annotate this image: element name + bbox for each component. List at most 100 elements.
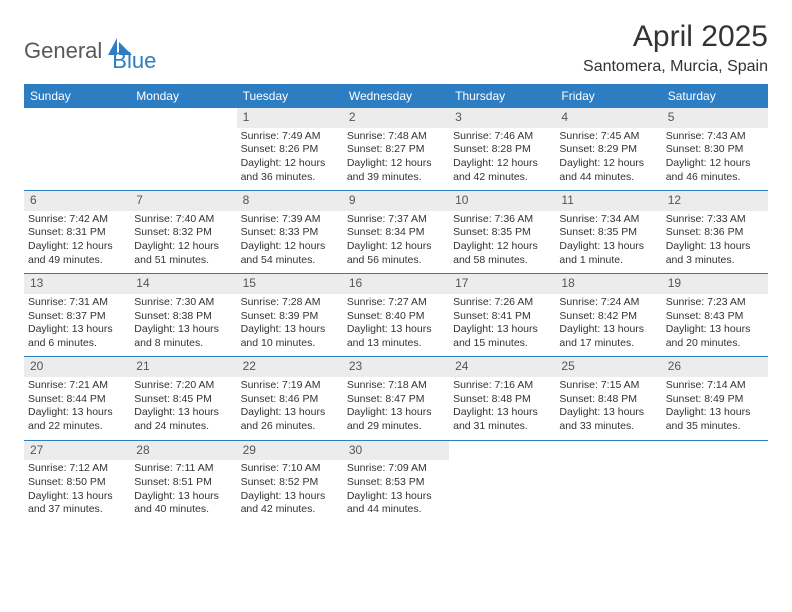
sunset-line: Sunset: 8:52 PM: [241, 476, 339, 490]
day-number-cell: [130, 108, 236, 128]
daylight-line: Daylight: 12 hours and 51 minutes.: [134, 240, 232, 267]
sunrise-line: Sunrise: 7:48 AM: [347, 130, 445, 144]
logo-text-general: General: [24, 38, 102, 64]
day-number-cell: 23: [343, 357, 449, 377]
day-number-cell: 11: [555, 191, 661, 211]
day-number-cell: 22: [237, 357, 343, 377]
day-detail-cell: Sunrise: 7:10 AMSunset: 8:52 PMDaylight:…: [237, 460, 343, 523]
day-detail-cell: Sunrise: 7:30 AMSunset: 8:38 PMDaylight:…: [130, 294, 236, 357]
daylight-line: Daylight: 13 hours and 13 minutes.: [347, 323, 445, 350]
day-number-cell: 26: [662, 357, 768, 377]
daylight-line: Daylight: 12 hours and 39 minutes.: [347, 157, 445, 184]
daynum-row: 6789101112: [24, 191, 768, 211]
day-detail-cell: Sunrise: 7:28 AMSunset: 8:39 PMDaylight:…: [237, 294, 343, 357]
sunset-line: Sunset: 8:35 PM: [559, 226, 657, 240]
detail-row: Sunrise: 7:49 AMSunset: 8:26 PMDaylight:…: [24, 128, 768, 191]
weekday-header: Saturday: [662, 84, 768, 108]
sunrise-line: Sunrise: 7:21 AM: [28, 379, 126, 393]
sunrise-line: Sunrise: 7:14 AM: [666, 379, 764, 393]
sunrise-line: Sunrise: 7:24 AM: [559, 296, 657, 310]
sunset-line: Sunset: 8:39 PM: [241, 310, 339, 324]
sunrise-line: Sunrise: 7:23 AM: [666, 296, 764, 310]
sunrise-line: Sunrise: 7:49 AM: [241, 130, 339, 144]
daylight-line: Daylight: 13 hours and 33 minutes.: [559, 406, 657, 433]
sunset-line: Sunset: 8:29 PM: [559, 143, 657, 157]
sunrise-line: Sunrise: 7:26 AM: [453, 296, 551, 310]
day-detail-cell: Sunrise: 7:33 AMSunset: 8:36 PMDaylight:…: [662, 211, 768, 274]
sunrise-line: Sunrise: 7:34 AM: [559, 213, 657, 227]
day-number-cell: 8: [237, 191, 343, 211]
day-detail-cell: [555, 460, 661, 523]
daylight-line: Daylight: 12 hours and 44 minutes.: [559, 157, 657, 184]
daylight-line: Daylight: 13 hours and 15 minutes.: [453, 323, 551, 350]
day-number-cell: 6: [24, 191, 130, 211]
day-detail-cell: Sunrise: 7:40 AMSunset: 8:32 PMDaylight:…: [130, 211, 236, 274]
day-detail-cell: Sunrise: 7:39 AMSunset: 8:33 PMDaylight:…: [237, 211, 343, 274]
daylight-line: Daylight: 13 hours and 3 minutes.: [666, 240, 764, 267]
sunrise-line: Sunrise: 7:30 AM: [134, 296, 232, 310]
day-number-cell: 2: [343, 108, 449, 128]
day-detail-cell: [24, 128, 130, 191]
sunrise-line: Sunrise: 7:11 AM: [134, 462, 232, 476]
day-number-cell: 24: [449, 357, 555, 377]
day-detail-cell: Sunrise: 7:18 AMSunset: 8:47 PMDaylight:…: [343, 377, 449, 440]
sunset-line: Sunset: 8:50 PM: [28, 476, 126, 490]
weekday-header: Wednesday: [343, 84, 449, 108]
day-detail-cell: Sunrise: 7:14 AMSunset: 8:49 PMDaylight:…: [662, 377, 768, 440]
day-number-cell: [555, 440, 661, 460]
day-number-cell: 27: [24, 440, 130, 460]
sunset-line: Sunset: 8:35 PM: [453, 226, 551, 240]
day-detail-cell: Sunrise: 7:37 AMSunset: 8:34 PMDaylight:…: [343, 211, 449, 274]
day-detail-cell: Sunrise: 7:34 AMSunset: 8:35 PMDaylight:…: [555, 211, 661, 274]
sunset-line: Sunset: 8:41 PM: [453, 310, 551, 324]
daylight-line: Daylight: 13 hours and 37 minutes.: [28, 490, 126, 517]
day-detail-cell: Sunrise: 7:12 AMSunset: 8:50 PMDaylight:…: [24, 460, 130, 523]
sunrise-line: Sunrise: 7:09 AM: [347, 462, 445, 476]
sunrise-line: Sunrise: 7:16 AM: [453, 379, 551, 393]
sunset-line: Sunset: 8:48 PM: [453, 393, 551, 407]
day-detail-cell: Sunrise: 7:20 AMSunset: 8:45 PMDaylight:…: [130, 377, 236, 440]
sunset-line: Sunset: 8:31 PM: [28, 226, 126, 240]
day-number-cell: 9: [343, 191, 449, 211]
sunset-line: Sunset: 8:36 PM: [666, 226, 764, 240]
sunset-line: Sunset: 8:46 PM: [241, 393, 339, 407]
weekday-header: Monday: [130, 84, 236, 108]
day-number-cell: [449, 440, 555, 460]
day-number-cell: 15: [237, 274, 343, 294]
title-block: April 2025 Santomera, Murcia, Spain: [583, 20, 768, 76]
day-detail-cell: Sunrise: 7:27 AMSunset: 8:40 PMDaylight:…: [343, 294, 449, 357]
day-detail-cell: Sunrise: 7:16 AMSunset: 8:48 PMDaylight:…: [449, 377, 555, 440]
sunrise-line: Sunrise: 7:37 AM: [347, 213, 445, 227]
daylight-line: Daylight: 13 hours and 35 minutes.: [666, 406, 764, 433]
daylight-line: Daylight: 13 hours and 8 minutes.: [134, 323, 232, 350]
sunrise-line: Sunrise: 7:18 AM: [347, 379, 445, 393]
sunset-line: Sunset: 8:37 PM: [28, 310, 126, 324]
day-detail-cell: Sunrise: 7:19 AMSunset: 8:46 PMDaylight:…: [237, 377, 343, 440]
sunset-line: Sunset: 8:45 PM: [134, 393, 232, 407]
daylight-line: Daylight: 12 hours and 46 minutes.: [666, 157, 764, 184]
detail-row: Sunrise: 7:12 AMSunset: 8:50 PMDaylight:…: [24, 460, 768, 523]
weekday-header-row: Sunday Monday Tuesday Wednesday Thursday…: [24, 84, 768, 108]
daylight-line: Daylight: 13 hours and 20 minutes.: [666, 323, 764, 350]
calendar-page: General Blue April 2025 Santomera, Murci…: [0, 0, 792, 543]
day-number-cell: 3: [449, 108, 555, 128]
day-detail-cell: Sunrise: 7:09 AMSunset: 8:53 PMDaylight:…: [343, 460, 449, 523]
logo-text-blue: Blue: [112, 48, 156, 74]
weekday-header: Friday: [555, 84, 661, 108]
daylight-line: Daylight: 12 hours and 42 minutes.: [453, 157, 551, 184]
daylight-line: Daylight: 12 hours and 56 minutes.: [347, 240, 445, 267]
day-number-cell: 5: [662, 108, 768, 128]
location: Santomera, Murcia, Spain: [583, 58, 768, 76]
sunrise-line: Sunrise: 7:15 AM: [559, 379, 657, 393]
day-number-cell: 18: [555, 274, 661, 294]
sunrise-line: Sunrise: 7:20 AM: [134, 379, 232, 393]
daylight-line: Daylight: 12 hours and 49 minutes.: [28, 240, 126, 267]
sunset-line: Sunset: 8:42 PM: [559, 310, 657, 324]
daylight-line: Daylight: 12 hours and 54 minutes.: [241, 240, 339, 267]
sunset-line: Sunset: 8:28 PM: [453, 143, 551, 157]
calendar-body: 12345Sunrise: 7:49 AMSunset: 8:26 PMDayl…: [24, 108, 768, 523]
daynum-row: 20212223242526: [24, 357, 768, 377]
sunset-line: Sunset: 8:40 PM: [347, 310, 445, 324]
day-number-cell: 14: [130, 274, 236, 294]
daylight-line: Daylight: 13 hours and 26 minutes.: [241, 406, 339, 433]
